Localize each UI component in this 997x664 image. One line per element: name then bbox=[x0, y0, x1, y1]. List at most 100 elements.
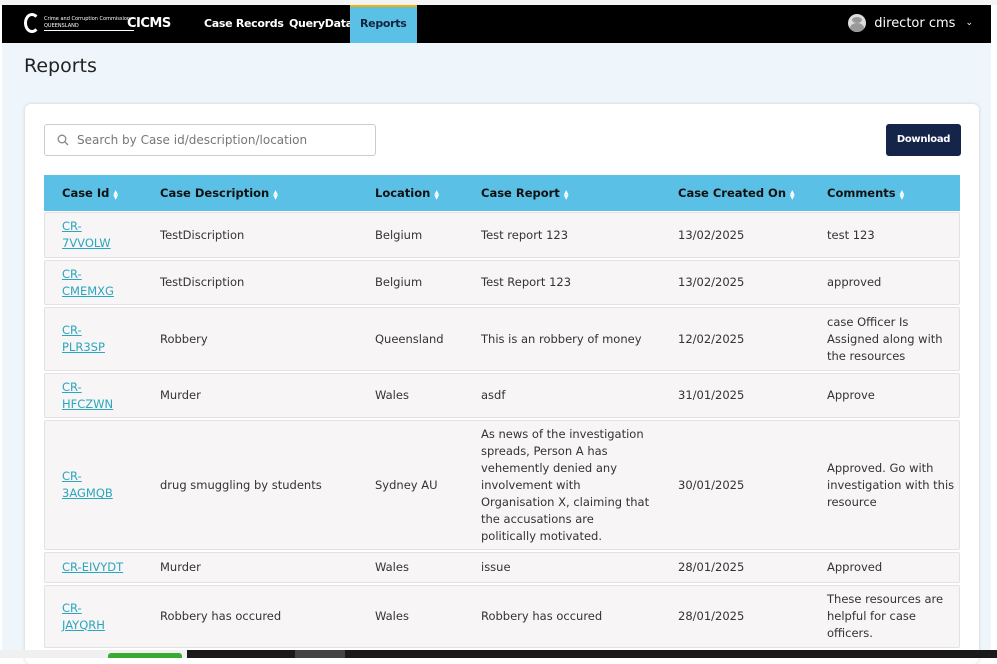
cell-id: CR-HFCZWN bbox=[62, 374, 114, 417]
cell-desc: Murder bbox=[160, 374, 360, 417]
cell-text: Murder bbox=[160, 388, 201, 402]
nav-case-records[interactable]: Case Records bbox=[204, 17, 284, 30]
cell-text: case Officer Is Assigned along with the … bbox=[827, 314, 943, 363]
column-label: Case Created On bbox=[678, 186, 787, 200]
cell-text: Queensland bbox=[375, 331, 444, 346]
cell-text: Wales bbox=[375, 388, 409, 402]
cell-report: issue bbox=[481, 553, 651, 582]
logo-text: Crime and Corruption Commission QUEENSLAN… bbox=[44, 16, 134, 31]
cell-desc: Robbery has occured bbox=[160, 586, 360, 647]
chevron-down-icon: ⌄ bbox=[965, 18, 973, 28]
cell-text: Approved bbox=[827, 560, 883, 574]
cell-id: CR-PLR3SP bbox=[62, 308, 114, 370]
case-id-link[interactable]: CR-3AGMQB bbox=[62, 469, 113, 500]
case-id-link[interactable]: CR-PLR3SP bbox=[62, 323, 105, 354]
cell-id: CR-CMEMXG bbox=[62, 261, 114, 304]
cell-loc: Wales bbox=[375, 374, 475, 417]
cell-desc: TestDiscription bbox=[160, 213, 360, 257]
table-row: CR-CMEMXG TestDiscription Belgium Test Repo… bbox=[44, 260, 960, 305]
user-name: director cms bbox=[874, 15, 956, 31]
cell-text: Belgium bbox=[375, 275, 423, 289]
nav-querydata[interactable]: QueryData bbox=[289, 17, 353, 30]
sort-icon[interactable]: ▲ ▼ bbox=[434, 188, 439, 201]
column-header-report[interactable]: Case Report ▲ ▼ bbox=[481, 175, 568, 213]
case-id-link[interactable]: CR-HFCZWN bbox=[62, 379, 114, 411]
cell-text: Robbery has occured bbox=[160, 609, 282, 623]
column-header-desc[interactable]: Case Description ▲ ▼ bbox=[160, 175, 278, 213]
brand-name[interactable]: CICMS bbox=[127, 16, 171, 31]
column-label: Case Id bbox=[62, 186, 110, 200]
cell-text: issue bbox=[481, 560, 511, 574]
top-strip bbox=[0, 0, 997, 5]
logo-icon bbox=[24, 13, 40, 33]
cell-loc: Belgium bbox=[375, 213, 475, 257]
cell-text: Approved. Go with investigation with thi… bbox=[827, 460, 955, 509]
main-content: Reports Search by Case id/description/lo… bbox=[2, 43, 991, 664]
cell-comments: approved bbox=[827, 261, 957, 304]
cell-report: This is an robbery of money bbox=[481, 308, 651, 370]
cell-text: Murder bbox=[160, 560, 201, 574]
cell-report: asdf bbox=[481, 374, 651, 417]
cell-text: As news of the investigation spreads, Pe… bbox=[481, 426, 650, 543]
page-title: Reports bbox=[24, 55, 97, 77]
sort-icon[interactable]: ▲ ▼ bbox=[790, 188, 795, 201]
cell-created: 13/02/2025 bbox=[678, 261, 818, 304]
cell-report: As news of the investigation spreads, Pe… bbox=[481, 421, 651, 549]
cell-desc: drug smuggling by students bbox=[160, 421, 360, 549]
column-label: Case Report bbox=[481, 186, 560, 200]
cell-desc: Murder bbox=[160, 553, 360, 582]
cell-comments: Approved. Go with investigation with thi… bbox=[827, 421, 957, 549]
search-placeholder: Search by Case id/description/location bbox=[77, 133, 308, 147]
column-header-loc[interactable]: Location ▲ ▼ bbox=[375, 175, 439, 213]
cell-text: Test Report 123 bbox=[481, 275, 572, 289]
cell-loc: Sydney AU bbox=[375, 421, 475, 549]
case-id-link[interactable]: CR-7VVOLW bbox=[62, 219, 111, 250]
cell-loc: Belgium bbox=[375, 261, 475, 304]
search-input[interactable]: Search by Case id/description/location bbox=[44, 124, 376, 156]
taskbar bbox=[0, 650, 997, 658]
search-icon bbox=[57, 134, 69, 146]
cell-text: test 123 bbox=[827, 227, 875, 242]
case-id-link[interactable]: CR-JAYQRH bbox=[62, 600, 105, 632]
download-button[interactable]: Download bbox=[886, 124, 961, 156]
cell-text: 13/02/2025 bbox=[678, 275, 745, 289]
cell-report: Robbery has occured bbox=[481, 586, 651, 647]
sort-icon[interactable]: ▲ ▼ bbox=[899, 188, 905, 201]
cell-text: Belgium bbox=[375, 227, 423, 242]
cell-text: Sydney AU bbox=[375, 477, 438, 492]
cell-report: Test Report 123 bbox=[481, 261, 651, 304]
cell-text: 28/01/2025 bbox=[678, 609, 745, 623]
cell-created: 28/01/2025 bbox=[678, 586, 818, 647]
table-row: CR-7VVOLW TestDiscription Belgium Test repo… bbox=[44, 212, 960, 258]
sort-icon[interactable]: ▲ ▼ bbox=[563, 188, 569, 201]
table-row: CR-EIVYDT Murder Wales issue 28/01/2025 Appro… bbox=[44, 552, 960, 583]
cell-text: Robbery has occured bbox=[481, 609, 603, 623]
top-navbar: Crime and Corruption Commission QUEENSLAN… bbox=[2, 5, 991, 43]
cell-report: Test report 123 bbox=[481, 213, 651, 257]
case-id-link[interactable]: CR-EIVYDT bbox=[62, 560, 124, 574]
case-id-link[interactable]: CR-CMEMXG bbox=[62, 266, 114, 298]
cell-text: This is an robbery of money bbox=[481, 331, 642, 346]
cell-text: 13/02/2025 bbox=[678, 227, 745, 242]
cell-created: 12/02/2025 bbox=[678, 308, 818, 370]
column-label: Case Description bbox=[160, 186, 270, 200]
table-header: Case Id ▲ ▼ Case Description ▲ ▼ Location ▲ ▼ Cas… bbox=[44, 175, 960, 211]
column-header-id[interactable]: Case Id ▲ ▼ bbox=[62, 175, 118, 213]
sort-icon[interactable]: ▲ ▼ bbox=[273, 188, 278, 201]
sort-icon[interactable]: ▲ ▼ bbox=[113, 188, 118, 201]
cell-text: Approve bbox=[827, 388, 875, 402]
column-header-comments[interactable]: Comments ▲ ▼ bbox=[827, 175, 904, 213]
column-header-created[interactable]: Case Created On ▲ ▼ bbox=[678, 175, 795, 213]
table-row: CR-PLR3SP Robbery Queensland This is an rob… bbox=[44, 307, 960, 371]
cell-comments: test 123 bbox=[827, 213, 957, 257]
cell-comments: These resources are helpful for case off… bbox=[827, 586, 957, 647]
cell-text: drug smuggling by students bbox=[160, 477, 322, 492]
cell-text: Wales bbox=[375, 560, 409, 574]
cell-id: CR-7VVOLW bbox=[62, 213, 114, 257]
nav-reports[interactable]: Reports bbox=[350, 5, 417, 43]
logo[interactable]: Crime and Corruption Commission QUEENSLAN… bbox=[24, 13, 134, 33]
user-menu[interactable]: director cms ⌄ bbox=[848, 14, 973, 32]
column-label: Comments bbox=[827, 186, 896, 200]
cell-loc: Queensland bbox=[375, 308, 475, 370]
cell-created: 13/02/2025 bbox=[678, 213, 818, 257]
